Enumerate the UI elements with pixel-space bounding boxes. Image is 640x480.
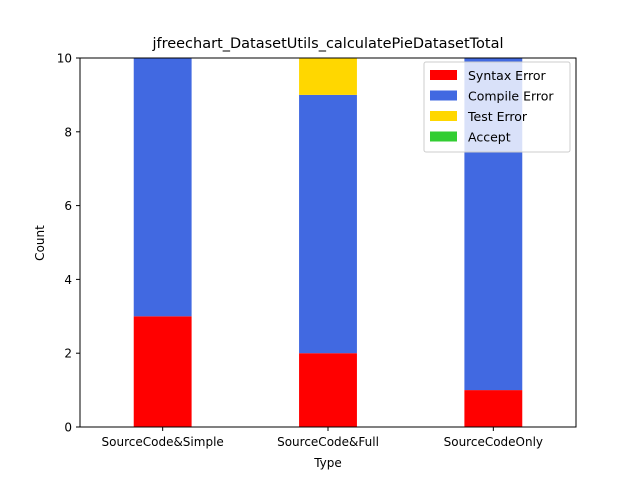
y-tick-label: 10 (57, 52, 72, 66)
bar-test-error-1 (299, 58, 357, 95)
legend-swatch (430, 111, 457, 121)
bar-syntax-error-1 (299, 353, 357, 427)
legend-label: Accept (468, 130, 511, 145)
legend-swatch (430, 70, 457, 80)
x-axis-label: Type (313, 456, 342, 470)
bar-syntax-error-2 (464, 390, 523, 427)
axes-group: SourceCode&Simple SourceCode&Full SourceCo… (57, 52, 577, 449)
bar-compile-error-1 (299, 94, 357, 354)
x-tick-label: SourceCode&Full (277, 435, 379, 449)
legend-swatch (430, 90, 457, 101)
legend-swatch (430, 131, 457, 142)
legend: Syntax Error Compile Error Test Error Accep… (423, 61, 571, 153)
y-tick-label: 6 (64, 199, 72, 213)
y-axis-label: Count (33, 225, 47, 261)
x-tick-label: SourceCode&Simple (102, 435, 224, 449)
x-tick-label: SourceCodeOnly (444, 435, 543, 449)
legend-label: Compile Error (468, 89, 554, 104)
bar-compile-error-0 (133, 58, 192, 317)
legend-label: Test Error (467, 109, 528, 124)
y-tick-label: 0 (64, 421, 72, 435)
y-tick-label: 2 (64, 347, 72, 361)
legend-box (423, 61, 571, 153)
bar-syntax-error-0 (133, 316, 192, 427)
y-tick-label: 4 (64, 273, 72, 287)
bars-group (133, 58, 523, 427)
chart-title: jfreechart_DatasetUtils_calculatePieData… (151, 36, 503, 52)
y-tick-label: 8 (64, 125, 72, 139)
legend-label: Syntax Error (468, 68, 547, 83)
